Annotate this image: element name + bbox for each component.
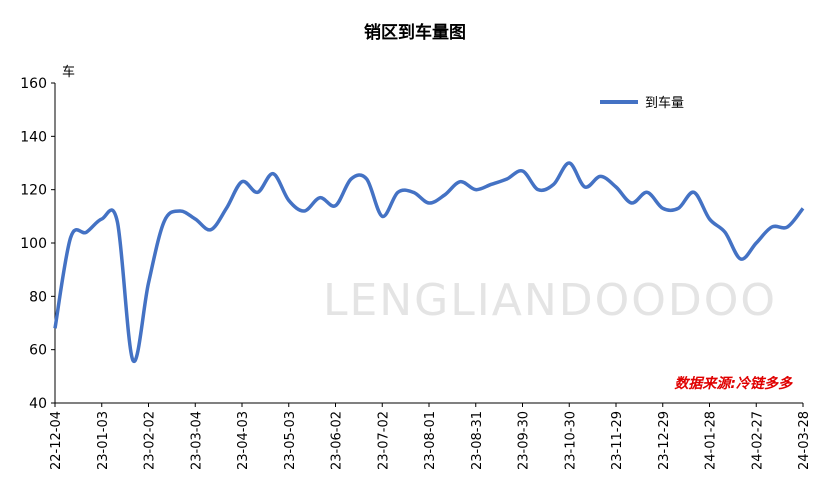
- watermark: LENGLIANDOODOO: [323, 275, 777, 326]
- y-tick-label: 80: [29, 289, 47, 305]
- x-tick-label: 23-04-03: [236, 411, 251, 470]
- x-tick-label: 23-07-02: [376, 411, 391, 470]
- x-tick-label: 23-02-02: [143, 411, 158, 470]
- x-tick-label: 24-02-27: [750, 411, 765, 470]
- x-tick-label: 23-09-30: [517, 411, 532, 470]
- y-tick-label: 100: [20, 236, 47, 252]
- x-tick-label: 23-08-01: [423, 411, 438, 470]
- chart-title: 销区到车量图: [364, 22, 466, 43]
- x-tick-label: 23-10-30: [563, 411, 578, 470]
- x-tick-label: 23-03-04: [189, 411, 204, 470]
- x-tick-label: 23-01-03: [96, 411, 111, 470]
- x-tick-label: 24-01-28: [704, 411, 719, 470]
- y-tick-label: 160: [20, 76, 47, 92]
- x-tick-label: 23-05-03: [283, 411, 298, 470]
- x-tick-label: 23-06-02: [330, 411, 345, 470]
- line: [53, 161, 805, 364]
- annotation: 数据来源:冷链多多: [674, 375, 793, 392]
- x-tick-label: 22-12-04: [49, 411, 64, 470]
- x-tick-label: 23-11-29: [610, 411, 625, 470]
- y-tick-label: 60: [29, 343, 47, 359]
- y-unit-label: 车: [62, 64, 75, 80]
- x-tick-label: 24-03-28: [797, 411, 812, 470]
- y-tick-label: 40: [29, 396, 47, 412]
- x-tick-label: 23-08-31: [470, 411, 485, 470]
- y-tick-label: 120: [20, 183, 47, 199]
- legend-label: 到车量: [645, 95, 684, 111]
- x-tick-label: 23-12-29: [657, 411, 672, 470]
- y-tick-label: 140: [20, 129, 47, 145]
